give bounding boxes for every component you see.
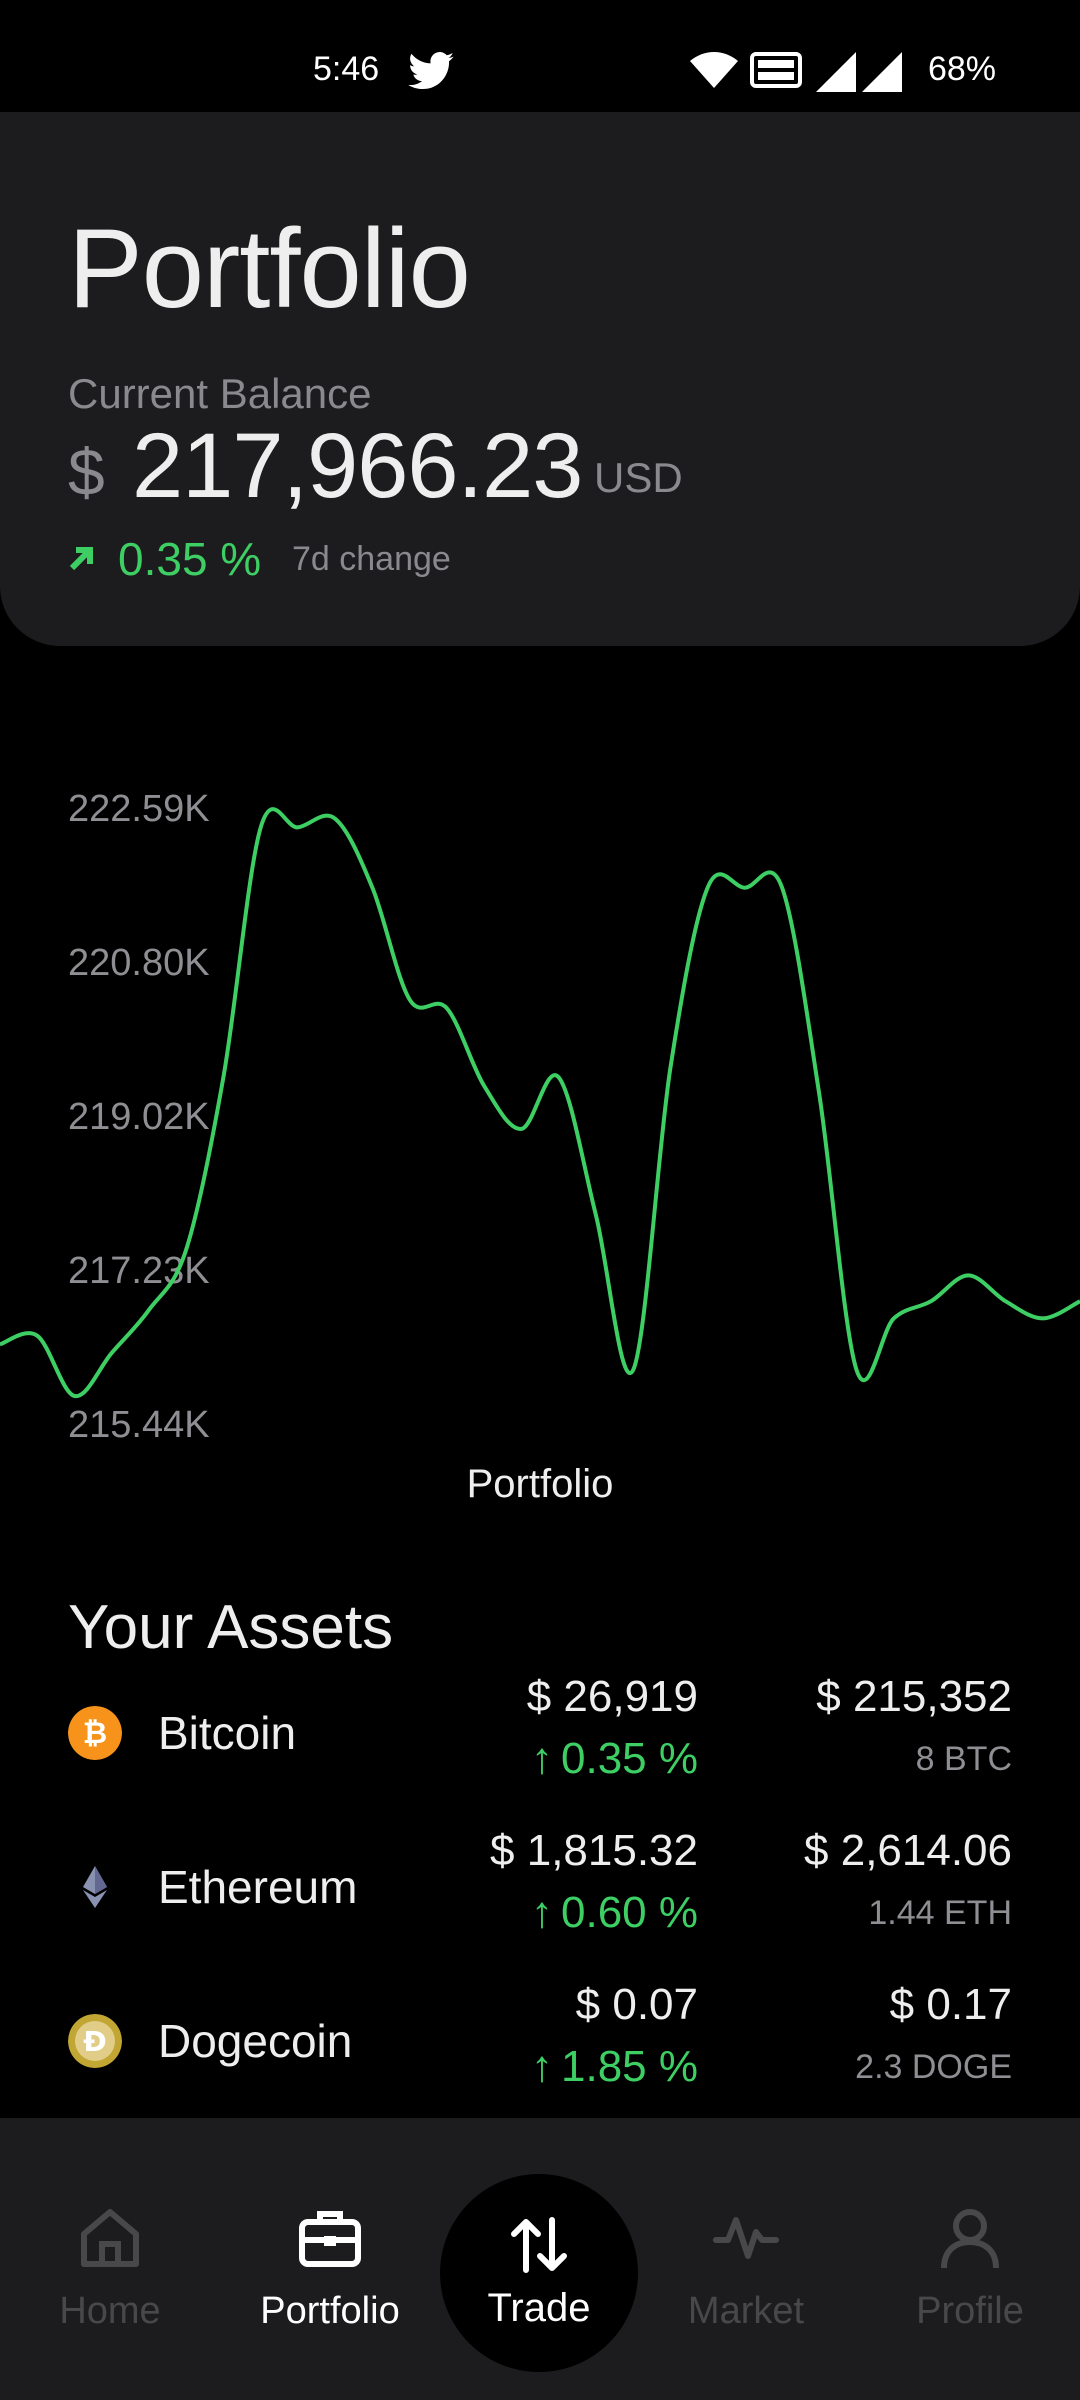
asset-quantity: 8 BTC <box>915 1740 1012 1778</box>
nav-home[interactable]: Home <box>10 2118 210 2400</box>
asset-price: $ 26,919 <box>526 1672 698 1721</box>
ethereum-icon <box>83 1866 107 1908</box>
y-tick-label: 215.44K <box>68 1404 210 1446</box>
portfolio-header: Portfolio Current Balance $ 217,966.23 U… <box>0 112 1080 646</box>
balance-amount: 217,966.23 <box>132 415 583 517</box>
asset-price: $ 1,815.32 <box>490 1826 698 1875</box>
asset-name: Ethereum <box>158 1861 358 1913</box>
balance-currency-symbol: $ <box>68 435 105 509</box>
status-bar: 5:46 68% <box>0 0 1080 112</box>
change-label: 7d change <box>292 540 451 578</box>
asset-change: ↑ 1.85 % <box>531 2042 698 2092</box>
page-title: Portfolio <box>68 206 471 331</box>
person-icon <box>941 2209 999 2269</box>
nav-portfolio[interactable]: Portfolio <box>230 2118 430 2400</box>
status-time: 5:46 <box>313 50 380 88</box>
volte-icon <box>750 52 802 88</box>
swap-vertical-icon <box>511 2217 567 2273</box>
y-tick-label: 219.02K <box>68 1096 210 1138</box>
trend-up-icon <box>69 547 93 571</box>
asset-row-bitcoin[interactable]: ₿ Bitcoin $ 26,919 ↑ 0.35 % $ 215,352 8 B… <box>0 1672 1080 1832</box>
portfolio-line-chart[interactable] <box>0 760 1080 1480</box>
nav-label: Portfolio <box>260 2290 400 2332</box>
asset-row-ethereum[interactable]: Ethereum $ 1,815.32 ↑ 0.60 % $ 2,614.06 1… <box>0 1826 1080 1986</box>
asset-quantity: 2.3 DOGE <box>855 2048 1012 2086</box>
balance-unit: USD <box>594 454 683 501</box>
arrow-up-icon: ↑ <box>531 2042 554 2091</box>
balance-label: Current Balance <box>68 370 372 417</box>
y-tick-label: 220.80K <box>68 942 210 984</box>
asset-value: $ 215,352 <box>816 1672 1012 1721</box>
y-tick-label: 217.23K <box>68 1250 210 1292</box>
asset-name: Dogecoin <box>158 2015 353 2067</box>
asset-change: ↑ 0.60 % <box>531 1888 698 1938</box>
trade-button[interactable]: Trade <box>440 2174 638 2372</box>
asset-value: $ 0.17 <box>889 1980 1012 2029</box>
pulse-icon <box>713 2217 779 2259</box>
nav-profile[interactable]: Profile <box>870 2118 1070 2400</box>
asset-value: $ 2,614.06 <box>804 1826 1012 1875</box>
asset-change-value: 0.60 % <box>561 1888 698 1937</box>
asset-price: $ 0.07 <box>575 1980 698 2029</box>
portfolio-series-line <box>0 807 1080 1399</box>
asset-change-value: 0.35 % <box>561 1734 698 1783</box>
arrow-up-icon: ↑ <box>531 1734 554 1783</box>
svg-text:Ð: Ð <box>83 2025 106 2058</box>
asset-change: ↑ 0.35 % <box>531 1734 698 1784</box>
nav-label: Market <box>687 2290 805 2332</box>
assets-title: Your Assets <box>68 1593 394 1662</box>
asset-row-dogecoin[interactable]: Ð Dogecoin $ 0.07 ↑ 1.85 % $ 0.17 2.3 DOG… <box>0 1980 1080 2140</box>
svg-text:₿: ₿ <box>83 1716 107 1751</box>
nav-label: Trade <box>487 2286 591 2330</box>
briefcase-icon <box>299 2211 361 2267</box>
home-icon <box>81 2209 139 2267</box>
nav-market[interactable]: Market <box>646 2118 846 2400</box>
arrow-up-icon: ↑ <box>531 1888 554 1937</box>
asset-name: Bitcoin <box>158 1707 297 1759</box>
nav-label: Home <box>59 2290 161 2332</box>
signal-icon <box>816 52 856 92</box>
asset-quantity: 1.44 ETH <box>868 1894 1012 1932</box>
signal-icon-2 <box>862 52 902 92</box>
wifi-icon <box>690 52 738 88</box>
y-tick-label: 222.59K <box>68 788 210 830</box>
twitter-icon <box>408 52 454 90</box>
nav-label: Profile <box>916 2290 1024 2332</box>
bitcoin-icon: ₿ <box>68 1706 122 1760</box>
dogecoin-icon: Ð <box>68 2014 122 2068</box>
chart-label: Portfolio <box>466 1462 614 1506</box>
battery-level: 68% <box>927 50 996 88</box>
asset-change-value: 1.85 % <box>561 2042 698 2091</box>
change-percent: 0.35 % <box>118 533 262 585</box>
